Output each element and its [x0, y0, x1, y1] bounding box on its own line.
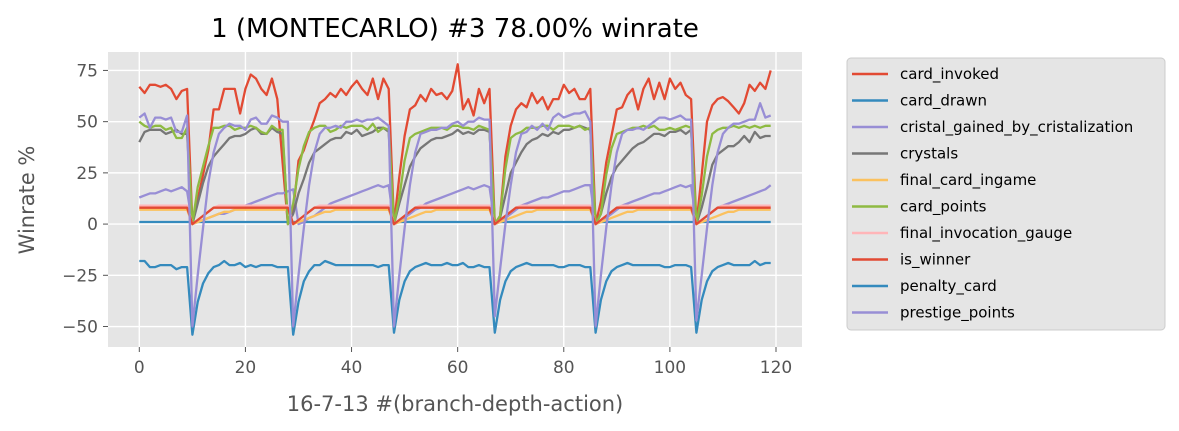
legend-label-final-card-ingame: final_card_ingame — [900, 171, 1036, 190]
legend-label-final-invocation-gauge: final_invocation_gauge — [900, 224, 1072, 243]
legend-items: card_invoked card_drawn cristal_gained_by_… — [852, 65, 1133, 323]
x-tick-label: 0 — [134, 358, 145, 378]
x-axis-ticks: 0 20 40 60 80 100 120 — [134, 347, 792, 378]
legend-label-penalty-card: penalty_card — [900, 277, 997, 296]
legend-label-cristal-gained-by-cristalization: cristal_gained_by_cristalization — [900, 118, 1133, 137]
x-tick-label: 120 — [760, 358, 792, 378]
x-tick-label: 20 — [235, 358, 257, 378]
legend: card_invoked card_drawn cristal_gained_by_… — [846, 57, 1166, 331]
legend-box — [846, 57, 1166, 331]
series-layer — [138, 63, 772, 336]
x-tick-label: 80 — [553, 358, 575, 378]
series-line-penalty-card — [139, 259, 771, 336]
y-axis-label: Winrate % — [15, 146, 39, 255]
grid-lines — [108, 52, 802, 347]
y-tick-label: 50 — [76, 113, 98, 133]
x-tick-label: 60 — [447, 358, 469, 378]
x-tick-label: 40 — [341, 358, 363, 378]
series-line-crystals — [138, 124, 771, 226]
legend-label-card-points: card_points — [900, 198, 987, 217]
y-tick-label: −25 — [62, 266, 98, 286]
series-line-is-winner — [139, 206, 771, 226]
legend-label-prestige-points: prestige_points — [900, 304, 1015, 323]
legend-label-card-invoked: card_invoked — [900, 65, 999, 84]
legend-label-crystals: crystals — [900, 145, 958, 163]
chart-title: 1 (MONTECARLO) #3 78.00% winrate — [211, 14, 699, 44]
y-tick-label: −50 — [62, 318, 98, 338]
series-line-final-card-ingame — [139, 208, 771, 226]
y-axis-ticks: −50 −25 0 25 50 75 — [62, 61, 108, 338]
y-tick-label: 75 — [76, 61, 98, 81]
legend-label-is-winner: is_winner — [900, 251, 971, 270]
series-line-final-invocation-gauge — [139, 204, 771, 226]
x-tick-label: 100 — [654, 358, 686, 378]
plot-area — [108, 52, 802, 347]
legend-label-card-drawn: card_drawn — [900, 92, 987, 111]
series-line-card-invoked — [138, 63, 772, 226]
x-axis-label: 16-7-13 #(branch-depth-action) — [287, 392, 624, 416]
series-line-prestige-points — [138, 102, 772, 328]
y-tick-label: 25 — [76, 164, 98, 184]
y-tick-label: 0 — [87, 215, 98, 235]
